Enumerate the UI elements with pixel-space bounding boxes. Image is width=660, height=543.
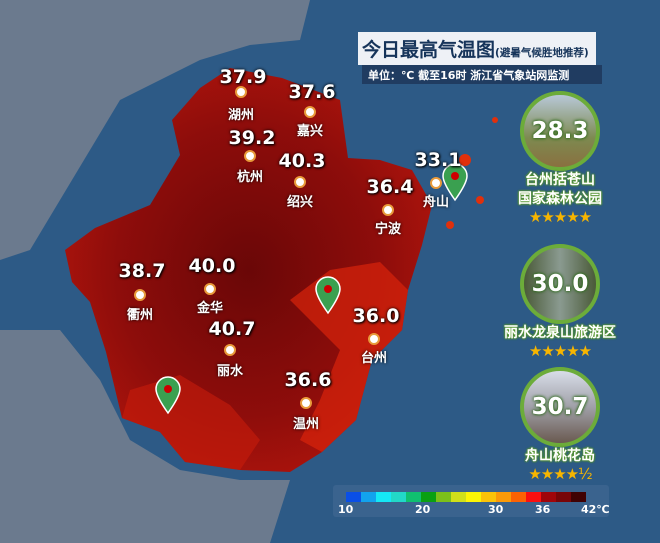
city-name: 丽水 bbox=[216, 364, 244, 379]
island bbox=[446, 221, 454, 229]
legend-swatch bbox=[526, 492, 541, 502]
city-marker bbox=[134, 289, 146, 301]
legend-swatch bbox=[361, 492, 376, 502]
resort-card: 30.0 丽水龙泉山旅游区 ★★★★★ bbox=[504, 244, 616, 360]
page-title: 今日最高气温图(避暑气候胜地推荐) bbox=[362, 35, 589, 62]
city-name: 温州 bbox=[292, 417, 320, 432]
legend-swatch bbox=[451, 492, 466, 502]
legend-label: 36 bbox=[535, 503, 551, 516]
legend-swatch bbox=[571, 492, 586, 502]
city-temperature: 33.1 bbox=[414, 149, 462, 171]
legend-swatch bbox=[511, 492, 526, 502]
color-legend: 10 20 30 36 42℃ bbox=[333, 485, 610, 517]
city-marker bbox=[244, 150, 256, 162]
outside-land-south bbox=[0, 330, 290, 543]
title-text: 今日最高气温图 bbox=[362, 39, 496, 61]
city-marker bbox=[235, 86, 247, 98]
hot-coast-zone bbox=[290, 262, 408, 452]
resort-name: 舟山桃花岛 bbox=[525, 448, 595, 464]
resort-card: 30.7 舟山桃花岛 ★★★★½ bbox=[512, 367, 608, 483]
city-name: 绍兴 bbox=[286, 195, 314, 210]
legend-swatch bbox=[556, 492, 571, 502]
city-name: 台州 bbox=[360, 351, 388, 366]
island bbox=[459, 154, 471, 166]
city-name: 衢州 bbox=[126, 308, 154, 323]
city-name: 金华 bbox=[196, 301, 224, 316]
resort-temperature: 30.7 bbox=[520, 367, 600, 447]
legend-swatch bbox=[421, 492, 436, 502]
star-rating: ★★★★★ bbox=[528, 342, 592, 360]
island bbox=[476, 196, 484, 204]
legend-swatch bbox=[376, 492, 391, 502]
city-temperature: 38.7 bbox=[118, 260, 166, 282]
legend-label: 10 bbox=[338, 503, 354, 516]
island bbox=[492, 117, 498, 123]
city-name: 杭州 bbox=[236, 170, 264, 185]
city-name: 嘉兴 bbox=[296, 124, 324, 139]
location-pin-icon bbox=[315, 276, 341, 315]
legend-swatch bbox=[346, 492, 361, 502]
star-rating: ★★★★★ bbox=[528, 208, 592, 226]
city-name: 宁波 bbox=[374, 222, 402, 237]
resort-name: 国家森林公园 bbox=[518, 191, 602, 207]
star-rating: ★★★★½ bbox=[528, 465, 592, 483]
city-temperature: 40.0 bbox=[188, 255, 236, 277]
location-pin-icon bbox=[155, 376, 181, 415]
hot-south-zone bbox=[122, 375, 260, 470]
legend-swatch bbox=[436, 492, 451, 502]
legend-label: 42℃ bbox=[581, 503, 610, 516]
city-marker bbox=[382, 204, 394, 216]
city-name: 舟山 bbox=[422, 195, 450, 210]
city-temperature: 40.3 bbox=[278, 150, 326, 172]
city-temperature: 36.6 bbox=[284, 369, 332, 391]
legend-swatch bbox=[496, 492, 511, 502]
city-marker bbox=[204, 283, 216, 295]
title-panel bbox=[358, 32, 596, 65]
subtitle-panel bbox=[362, 65, 602, 84]
subtitle: 单位：℃ 截至16时 浙江省气象站网监测 bbox=[368, 69, 570, 82]
legend-swatch bbox=[481, 492, 496, 502]
city-temperature: 37.9 bbox=[219, 66, 267, 88]
title-note: (避暑气候胜地推荐) bbox=[495, 47, 589, 59]
resort-name: 丽水龙泉山旅游区 bbox=[504, 325, 616, 341]
city-marker bbox=[304, 106, 316, 118]
legend-swatch bbox=[406, 492, 421, 502]
city-marker bbox=[430, 177, 442, 189]
city-name: 湖州 bbox=[227, 108, 255, 123]
city-temperature: 39.2 bbox=[228, 127, 276, 149]
city-temperature: 40.7 bbox=[208, 318, 256, 340]
legend-color-bar bbox=[346, 492, 586, 502]
legend-swatch bbox=[391, 492, 406, 502]
resort-card: 28.3 台州括苍山 国家森林公园 ★★★★★ bbox=[512, 91, 608, 226]
location-pin-icon bbox=[442, 163, 468, 202]
city-marker bbox=[300, 397, 312, 409]
outside-land bbox=[0, 0, 310, 260]
resort-temperature: 28.3 bbox=[520, 91, 600, 171]
legend-label: 30 bbox=[488, 503, 504, 516]
legend-label: 20 bbox=[415, 503, 431, 516]
city-marker bbox=[224, 344, 236, 356]
city-temperature: 37.6 bbox=[288, 81, 336, 103]
city-marker bbox=[368, 333, 380, 345]
resort-temperature: 30.0 bbox=[520, 244, 600, 324]
city-marker bbox=[294, 176, 306, 188]
city-temperature: 36.4 bbox=[366, 176, 414, 198]
legend-swatch bbox=[541, 492, 556, 502]
resort-name: 台州括苍山 bbox=[525, 172, 595, 188]
city-temperature: 36.0 bbox=[352, 305, 400, 327]
legend-swatch bbox=[466, 492, 481, 502]
